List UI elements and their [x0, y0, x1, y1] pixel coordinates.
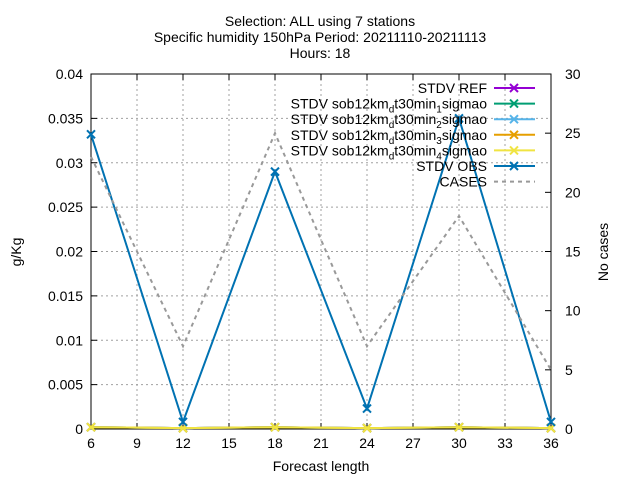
y2-tick-label: 0: [565, 421, 573, 437]
legend-label: STDV REF: [418, 80, 487, 96]
x-tick-label: 27: [405, 435, 421, 451]
data-point: [454, 422, 464, 432]
legend-marker: [509, 114, 519, 124]
legend-label: STDV sob12kmdt30min2sigmao: [291, 111, 488, 131]
data-point: [270, 166, 280, 177]
data-point: [362, 403, 372, 414]
x-tick-label: 6: [87, 435, 95, 451]
legend-marker: [509, 98, 519, 109]
legend-label: STDV sob12kmdt30min3sigmao: [291, 127, 488, 147]
y2-tick-label: 20: [565, 184, 581, 200]
x-tick-label: 36: [543, 435, 559, 451]
y-axis-label: g/Kg: [8, 238, 24, 267]
legend-label: STDV sob12kmdt30min4sigmao: [291, 142, 488, 162]
y-tick-label: 0.03: [56, 155, 83, 171]
data-point: [546, 417, 556, 427]
data-point: [270, 422, 280, 432]
y2-tick-label: 10: [565, 303, 581, 319]
legend-label: STDV OBS: [416, 158, 487, 174]
data-point: [362, 423, 372, 433]
x-tick-label: 24: [359, 435, 375, 451]
series-6: [86, 113, 556, 427]
title-line-1: Selection: ALL using 7 stations: [225, 13, 415, 29]
y2-tick-label: 30: [565, 66, 581, 82]
data-point: [86, 129, 96, 140]
legend-marker: [509, 130, 519, 140]
y-tick-label: 0.04: [56, 66, 83, 82]
title-line-2: Specific humidity 150hPa Period: 2021111…: [154, 29, 487, 45]
legend-marker: [509, 161, 519, 171]
y2-tick-label: 5: [565, 362, 573, 378]
y-tick-label: 0: [75, 421, 83, 437]
x-tick-label: 30: [451, 435, 467, 451]
y-tick-label: 0.015: [48, 288, 83, 304]
chart-title: Selection: ALL using 7 stations Specific…: [154, 13, 487, 61]
x-tick-label: 12: [175, 435, 191, 451]
legend-marker: [509, 83, 519, 93]
x-tick-label: 33: [497, 435, 513, 451]
data-point: [454, 113, 464, 124]
series-line: [90, 426, 552, 430]
grid: [91, 74, 551, 429]
y-tick-label: 0.035: [48, 110, 83, 126]
y-tick-label: 0.025: [48, 199, 83, 215]
x-axis-label: Forecast length: [273, 458, 370, 474]
y2-tick-label: 25: [565, 125, 581, 141]
series-layer: [86, 113, 556, 433]
series-line: [90, 115, 552, 425]
y2-tick-label: 15: [565, 244, 581, 260]
data-point: [178, 417, 188, 427]
title-line-3: Hours: 18: [290, 45, 351, 61]
y2-axis-label: No cases: [595, 223, 611, 281]
y-tick-label: 0.02: [56, 244, 83, 260]
y-tick-label: 0.005: [48, 377, 83, 393]
x-tick-label: 15: [221, 435, 237, 451]
legend-label: STDV sob12kmdt30min1sigmao: [291, 96, 488, 116]
x-tick-label: 18: [267, 435, 283, 451]
legend-label: CASES: [440, 174, 487, 190]
data-point: [86, 422, 96, 432]
x-tick-label: 21: [313, 435, 329, 451]
legend-marker: [509, 145, 519, 156]
y-axis-ticks: 0 0.005 0.01 0.015 0.02 0.025 0.03 0.035 0.04: [48, 66, 97, 437]
y-tick-label: 0.01: [56, 332, 83, 348]
x-axis-ticks: 6 9 12 15 18 21 24 27 30 33 36: [87, 74, 559, 451]
x-tick-label: 9: [133, 435, 141, 451]
y2-axis-ticks: 0 5 10 15 20 25 30: [545, 66, 581, 437]
